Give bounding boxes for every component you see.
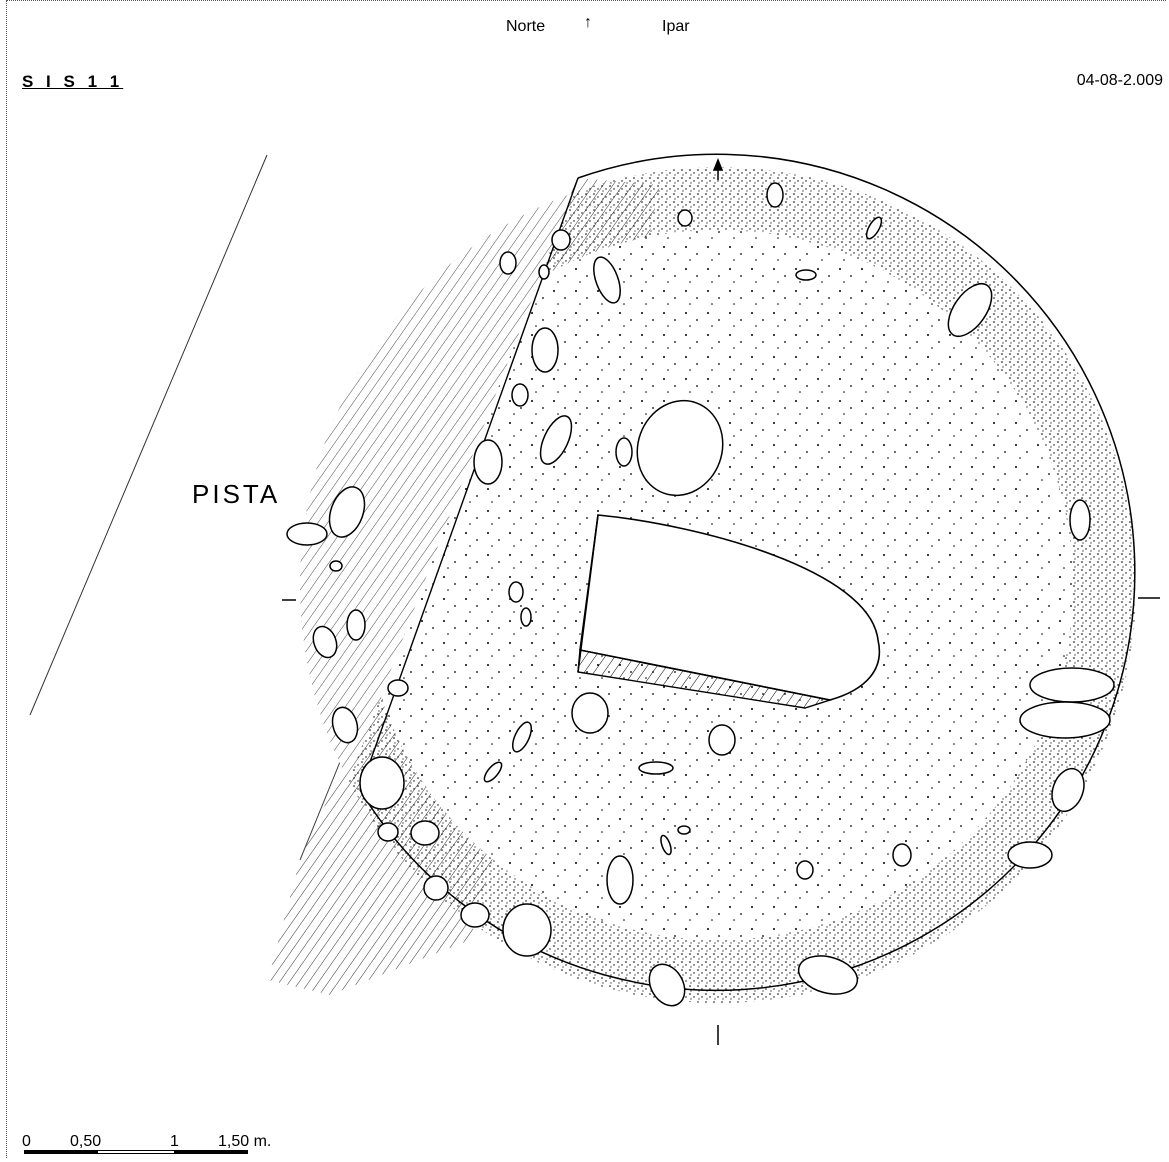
outer-stones: [286, 486, 440, 846]
scale-segment-1: [24, 1150, 98, 1154]
scale-label-0: 0: [22, 1133, 31, 1150]
north-arrow-icon: ↑: [584, 14, 592, 31]
drawing-frame: [6, 0, 1166, 1158]
road-edge-line: [29, 154, 268, 716]
survey-date: 04-08-2.009: [1076, 72, 1163, 89]
north-label-spanish: Norte: [506, 18, 546, 35]
scale-segment-2: [98, 1150, 174, 1154]
scale-label-1: 1: [170, 1133, 179, 1150]
scale-segment-3: [174, 1150, 248, 1154]
interior-stones: [473, 229, 912, 905]
axis-markers: [282, 157, 1160, 1045]
ring-stones: [423, 182, 1115, 1007]
scale-label-150: 1,50 m.: [218, 1133, 272, 1150]
scale-label-050: 0,50: [70, 1133, 102, 1150]
north-label-basque: Ipar: [662, 18, 690, 35]
scale-bar: [24, 1150, 248, 1154]
road-label: PISTA: [192, 479, 280, 509]
site-code-title: S I S 1 1: [22, 72, 124, 91]
central-cist: [577, 514, 881, 709]
